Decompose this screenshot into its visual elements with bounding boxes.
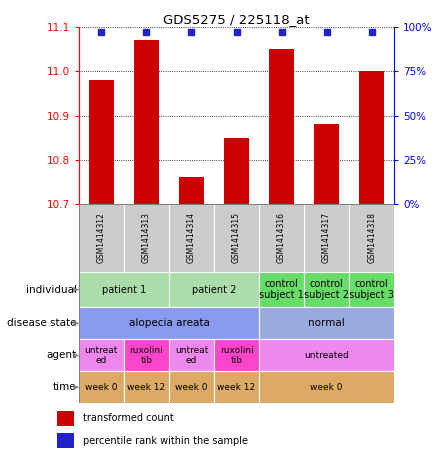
Bar (124, 371, 169, 403)
Text: GSM1414315: GSM1414315 (232, 212, 241, 263)
Bar (224, 138, 249, 204)
Text: untreat
ed: untreat ed (85, 346, 118, 365)
Text: GSM1414316: GSM1414316 (277, 212, 286, 263)
Text: ruxolini
tib: ruxolini tib (219, 346, 254, 365)
Text: control
subject 2: control subject 2 (304, 279, 349, 300)
Bar (259, 371, 394, 403)
Bar (79, 204, 124, 272)
Bar (169, 371, 214, 403)
Bar (169, 204, 214, 272)
Bar (124, 204, 169, 272)
Bar (259, 204, 304, 272)
Text: percentile rank within the sample: percentile rank within the sample (83, 435, 248, 446)
Bar (79, 371, 124, 403)
Bar (124, 339, 169, 371)
Bar (259, 308, 394, 339)
Bar (349, 272, 394, 308)
Bar (57, 410, 74, 426)
Text: agent: agent (46, 350, 77, 360)
Bar (214, 204, 259, 272)
Point (323, 29, 330, 36)
Text: patient 1: patient 1 (102, 284, 146, 294)
Bar (269, 49, 294, 204)
Bar (349, 204, 394, 272)
Bar (259, 204, 304, 272)
Text: week 12: week 12 (127, 383, 166, 392)
Text: week 0: week 0 (175, 383, 208, 392)
Point (233, 29, 240, 36)
Text: control
subject 1: control subject 1 (259, 279, 304, 300)
Text: transformed count: transformed count (83, 413, 174, 423)
Bar (79, 204, 124, 272)
Text: GSM1414314: GSM1414314 (187, 212, 196, 263)
Text: untreat
ed: untreat ed (175, 346, 208, 365)
Text: patient 2: patient 2 (192, 284, 236, 294)
Text: control
subject 3: control subject 3 (349, 279, 394, 300)
Text: alopecia areata: alopecia areata (128, 318, 209, 328)
Text: GSM1414318: GSM1414318 (367, 212, 376, 263)
Bar (79, 308, 259, 339)
Bar (169, 272, 259, 308)
Text: normal: normal (308, 318, 345, 328)
Bar (79, 272, 169, 308)
Point (143, 29, 150, 36)
Text: untreated: untreated (304, 351, 349, 360)
Bar (259, 272, 304, 308)
Text: week 0: week 0 (311, 383, 343, 392)
Bar (259, 339, 394, 371)
Bar (214, 371, 259, 403)
Bar (179, 178, 204, 204)
Text: ruxolini
tib: ruxolini tib (130, 346, 163, 365)
Text: GSM1414312: GSM1414312 (97, 212, 106, 263)
Point (278, 29, 285, 36)
Point (188, 29, 195, 36)
Bar (214, 204, 259, 272)
Bar (304, 204, 349, 272)
Title: GDS5275 / 225118_at: GDS5275 / 225118_at (163, 13, 310, 26)
Bar (124, 204, 169, 272)
Bar (349, 204, 394, 272)
Bar (304, 204, 349, 272)
Text: week 12: week 12 (217, 383, 256, 392)
Bar (304, 272, 349, 308)
Bar (169, 204, 214, 272)
Point (368, 29, 375, 36)
Text: time: time (53, 382, 77, 392)
Point (98, 29, 105, 36)
Text: GSM1414313: GSM1414313 (142, 212, 151, 263)
Bar (169, 339, 214, 371)
Bar (314, 124, 339, 204)
Text: GSM1414317: GSM1414317 (322, 212, 331, 263)
Text: week 0: week 0 (85, 383, 118, 392)
Bar (89, 80, 114, 204)
Bar (359, 72, 384, 204)
Bar (134, 40, 159, 204)
Bar (57, 433, 74, 448)
Bar (79, 339, 124, 371)
Bar (214, 339, 259, 371)
Text: disease state: disease state (7, 318, 77, 328)
Text: individual: individual (25, 284, 77, 294)
